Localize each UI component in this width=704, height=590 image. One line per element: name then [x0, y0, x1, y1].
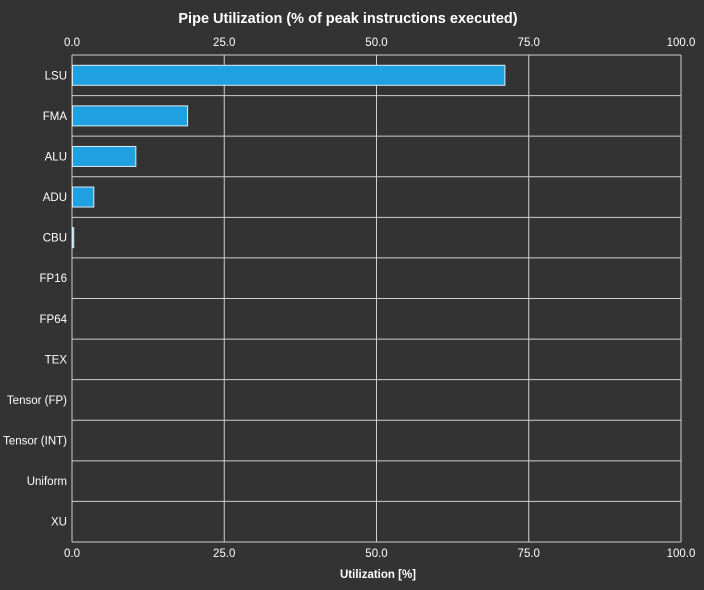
- x-tick-label-bottom: 100.0: [667, 548, 696, 560]
- x-tick-label-bottom: 0.0: [64, 548, 80, 560]
- x-tick-label-top: 50.0: [365, 37, 387, 49]
- bottom-axis-ticks: 0.0 25.0 50.0 75.0 100.0: [64, 548, 695, 560]
- category-label: Tensor (FP): [7, 395, 67, 407]
- category-label: ALU: [45, 151, 67, 163]
- x-tick-label-top: 75.0: [518, 37, 540, 49]
- category-label: CBU: [43, 233, 67, 245]
- x-tick-label-top: 100.0: [667, 37, 696, 49]
- bar-cbu[interactable]: [72, 227, 75, 249]
- bar-alu[interactable]: [72, 145, 137, 167]
- x-tick-label-bottom: 50.0: [365, 548, 387, 560]
- top-axis-ticks: 0.0 25.0 50.0 75.0 100.0: [64, 37, 695, 49]
- x-tick-label-bottom: 25.0: [213, 548, 235, 560]
- category-label: TEX: [45, 354, 68, 366]
- x-tick-label-top: 25.0: [213, 37, 235, 49]
- category-label: Tensor (INT): [3, 436, 67, 448]
- bar-lsu[interactable]: [72, 64, 506, 86]
- category-label: XU: [51, 517, 67, 529]
- bar-fma[interactable]: [72, 105, 189, 127]
- bar-adu[interactable]: [72, 186, 95, 208]
- category-label: LSU: [45, 70, 67, 82]
- category-label: Uniform: [27, 476, 67, 488]
- chart-title: Pipe Utilization (% of peak instructions…: [178, 11, 517, 27]
- category-label: FP16: [40, 273, 68, 285]
- bars-layer: [72, 64, 506, 249]
- x-tick-label-bottom: 75.0: [518, 548, 540, 560]
- category-label: FP64: [40, 314, 68, 326]
- category-labels: LSU FMA ALU ADU CBU FP16 FP64 TEX Tensor (FP) Ten…: [3, 70, 67, 528]
- category-label: ADU: [43, 192, 67, 204]
- grid-layer: [71, 54, 682, 543]
- category-label: FMA: [43, 111, 68, 123]
- x-tick-label-top: 0.0: [64, 37, 80, 49]
- x-axis-label: Utilization [%]: [340, 569, 416, 581]
